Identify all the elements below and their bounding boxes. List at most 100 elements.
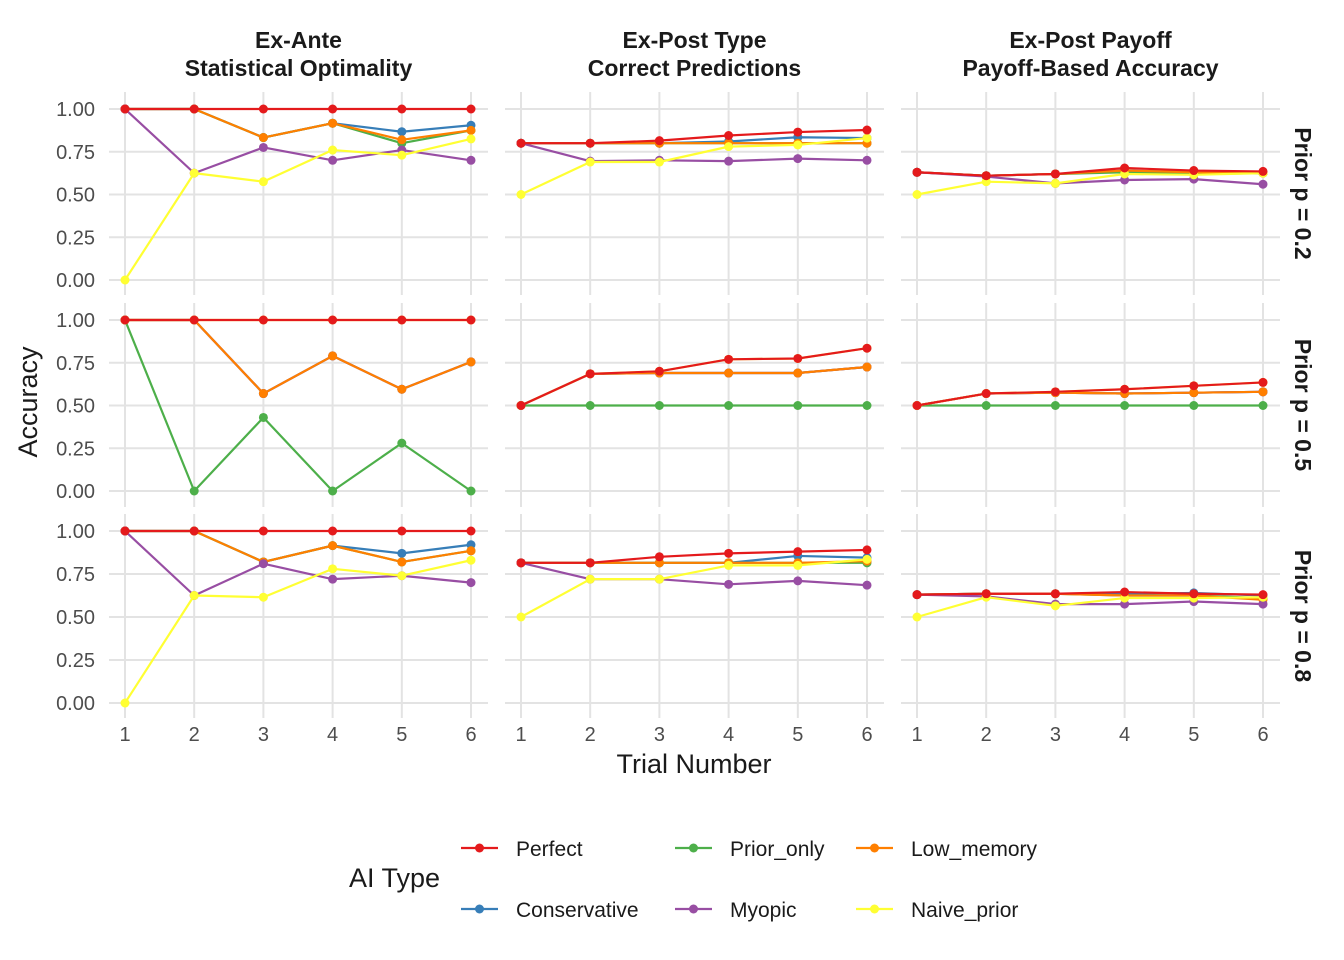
data-point-perfect — [1258, 590, 1268, 600]
data-point-myopic — [1258, 179, 1268, 189]
y-tick-label: 1.00 — [56, 99, 95, 121]
data-point-perfect — [981, 589, 991, 599]
legend-label: Myopic — [730, 899, 797, 922]
legend-swatch-point — [870, 904, 879, 914]
data-point-low-memory — [466, 125, 476, 135]
data-point-low-memory — [466, 546, 476, 556]
y-tick-label: 0.50 — [56, 185, 95, 207]
data-point-myopic — [724, 579, 734, 589]
x-tick-label: 3 — [1050, 724, 1061, 746]
series-line-low-memory — [125, 529, 472, 564]
series-line-perfect — [521, 128, 868, 145]
data-point-naive-prior — [189, 168, 199, 178]
panel-r3-c3: 1 2 3 4 5 6 — [901, 514, 1280, 746]
data-point-perfect — [1258, 166, 1268, 176]
legend-label: Naive_prior — [911, 899, 1018, 922]
data-point-perfect — [328, 104, 338, 114]
row-title-2: Prior p = 0.5 — [1290, 339, 1316, 472]
data-point-naive-prior — [793, 140, 803, 150]
data-point-prior-only — [328, 486, 338, 496]
column-title-1-line-1: Ex-Ante — [255, 27, 342, 53]
data-point-low-memory — [397, 384, 407, 394]
data-point-naive-prior — [120, 275, 130, 285]
x-tick-label: 5 — [396, 724, 407, 746]
data-point-naive-prior — [516, 612, 526, 622]
legend-swatch-point — [689, 843, 698, 853]
legend-label: Low_memory — [911, 838, 1038, 861]
y-tick-label: 0.25 — [56, 438, 95, 460]
x-tick-label: 1 — [911, 724, 922, 746]
series-line-myopic — [520, 142, 868, 163]
data-point-perfect — [1050, 169, 1060, 179]
y-tick-label: 0.00 — [56, 693, 95, 715]
data-point-perfect — [585, 558, 595, 568]
series-line-low-memory — [125, 318, 472, 395]
data-point-perfect — [466, 315, 476, 325]
data-point-perfect — [862, 545, 872, 555]
data-point-low-memory — [328, 118, 338, 128]
legend-key-prior-only: Prior_only — [675, 838, 825, 861]
y-tick-label: 0.25 — [56, 650, 95, 672]
series-line-naive-prior — [520, 558, 868, 618]
data-point-myopic — [328, 574, 338, 584]
data-point-myopic — [258, 559, 268, 569]
legend-swatch-point — [475, 904, 484, 914]
x-tick-label: 2 — [189, 724, 200, 746]
data-point-prior-only — [654, 401, 664, 410]
data-point-conservative — [397, 127, 407, 137]
y-axis-title: Accuracy — [13, 346, 43, 458]
data-point-myopic — [466, 578, 476, 588]
data-point-perfect — [1189, 381, 1199, 391]
data-point-perfect — [189, 315, 199, 325]
data-point-perfect — [328, 315, 338, 325]
data-point-perfect — [258, 526, 268, 536]
panel-r1-c3 — [901, 92, 1280, 295]
data-point-perfect — [981, 389, 991, 399]
data-point-prior-only — [585, 401, 595, 410]
data-point-perfect — [120, 526, 130, 536]
data-point-perfect — [862, 125, 872, 135]
legend-key-myopic: Myopic — [675, 899, 797, 922]
data-point-perfect — [516, 138, 526, 148]
data-point-naive-prior — [862, 554, 872, 564]
legend-key-naive-prior: Naive_prior — [856, 899, 1018, 922]
data-point-naive-prior — [585, 157, 595, 167]
panel-r1-c2 — [505, 92, 884, 295]
data-point-naive-prior — [120, 698, 130, 708]
data-point-prior-only — [258, 412, 268, 422]
data-point-prior-only — [1120, 401, 1130, 410]
data-point-naive-prior — [516, 190, 526, 199]
series-line-naive-prior — [124, 559, 472, 704]
y-tick-label: 0.75 — [56, 564, 95, 586]
panel-r2-c2 — [505, 303, 884, 507]
data-point-perfect — [258, 315, 268, 325]
x-tick-label: 2 — [585, 724, 596, 746]
data-point-low-memory — [258, 389, 268, 399]
data-point-perfect — [585, 369, 595, 379]
x-tick-label: 6 — [1257, 724, 1268, 746]
data-point-low-memory — [397, 135, 407, 145]
data-point-myopic — [466, 155, 476, 165]
data-point-perfect — [397, 526, 407, 536]
data-point-myopic — [793, 154, 803, 164]
y-tick-label: 0.00 — [56, 481, 95, 503]
data-point-prior-only — [1258, 401, 1268, 410]
data-point-naive-prior — [466, 134, 476, 144]
data-point-naive-prior — [654, 574, 664, 584]
data-point-prior-only — [1050, 401, 1060, 410]
data-point-naive-prior — [724, 560, 734, 570]
data-point-perfect — [724, 354, 734, 364]
y-tick-label: 0.00 — [56, 270, 95, 292]
data-point-myopic — [1258, 599, 1268, 609]
legend-label: Conservative — [516, 899, 639, 922]
data-point-prior-only — [189, 486, 199, 496]
data-point-perfect — [397, 104, 407, 114]
data-point-low-memory — [793, 368, 803, 378]
x-axis-title: Trial Number — [616, 749, 771, 779]
data-point-low-memory — [1258, 387, 1268, 397]
series-line-myopic — [124, 530, 472, 597]
data-point-perfect — [654, 136, 664, 146]
x-tick-label: 3 — [654, 724, 665, 746]
data-point-myopic — [793, 576, 803, 586]
series-line-naive-prior — [124, 137, 472, 281]
